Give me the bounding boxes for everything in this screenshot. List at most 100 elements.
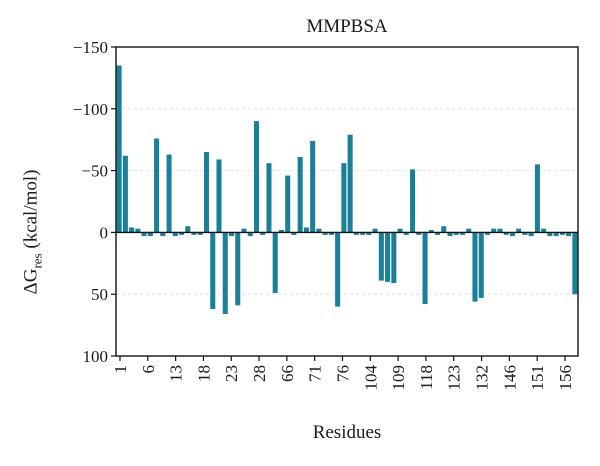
bar (522, 232, 528, 235)
x-tick-label: 156 (556, 365, 575, 391)
x-tick-label: 146 (500, 365, 519, 391)
bar (172, 232, 178, 237)
bar (547, 232, 553, 237)
y-tick-label: −150 (73, 38, 108, 57)
bar (466, 228, 472, 233)
bar (278, 229, 284, 233)
x-tick-label: 123 (445, 365, 464, 391)
bar (179, 232, 185, 235)
bar (147, 232, 153, 237)
bar (335, 232, 341, 307)
y-axis-label-sub: res (29, 253, 45, 269)
bars-layer (116, 65, 578, 314)
bar (428, 229, 434, 233)
x-tick-label: 23 (222, 365, 241, 382)
bar (297, 157, 303, 233)
bar (285, 175, 291, 233)
bar (353, 232, 359, 235)
bar (210, 232, 216, 310)
x-tick-label: 76 (333, 365, 352, 382)
x-tick-label: 151 (528, 365, 547, 391)
bar (291, 232, 297, 235)
bar (572, 232, 578, 295)
bar (185, 226, 191, 233)
bar (347, 134, 353, 233)
y-tick-label: 50 (91, 285, 108, 304)
bar (497, 228, 503, 233)
bar (360, 232, 366, 235)
x-tick-label: 118 (417, 365, 436, 390)
bar (516, 228, 522, 233)
bar (503, 232, 509, 235)
bar (322, 232, 328, 235)
x-tick-label: 28 (250, 365, 269, 382)
bar (216, 159, 222, 233)
grid-layer (116, 46, 578, 357)
bar (253, 121, 259, 233)
bar (222, 232, 228, 314)
bar (391, 232, 397, 284)
bar (484, 232, 490, 235)
bar (204, 152, 210, 233)
x-tick-label: 71 (306, 365, 325, 382)
y-axis-label: ΔGres (kcal/mol) (21, 169, 46, 294)
bar (247, 232, 253, 237)
bar (553, 232, 559, 237)
x-tick-label: 132 (473, 365, 492, 391)
bar (403, 232, 409, 235)
bar (559, 232, 565, 235)
bar (435, 232, 441, 235)
bar (303, 227, 309, 233)
bar (410, 169, 416, 233)
bar (534, 164, 540, 233)
x-tick-label: 66 (278, 365, 297, 382)
plot-frame (115, 46, 579, 357)
bar (316, 228, 322, 233)
bar (422, 232, 428, 305)
bar (509, 232, 515, 237)
bar (459, 232, 466, 235)
bar (228, 232, 235, 237)
bar (453, 232, 459, 235)
bar (235, 232, 241, 306)
bar (566, 232, 572, 237)
bar (116, 65, 122, 233)
bar (160, 232, 166, 237)
y-tick-label: −100 (73, 100, 108, 119)
bar (266, 163, 272, 233)
x-axis-label: Residues (312, 422, 382, 443)
bar (272, 232, 278, 293)
bar (191, 232, 197, 235)
bar (447, 232, 453, 237)
x-tick-label: 13 (167, 365, 186, 382)
bar (491, 228, 497, 233)
bar (541, 228, 547, 233)
x-tick-label: 18 (194, 365, 213, 382)
bar (135, 228, 141, 233)
bar (310, 140, 316, 233)
y-tick-label: 0 (100, 223, 109, 242)
x-tick-label: 109 (389, 365, 408, 391)
x-tick-label: 104 (361, 365, 380, 391)
x-tick-label: 1 (111, 365, 130, 374)
x-tick-label: 6 (139, 365, 158, 374)
bar (472, 232, 478, 302)
chart-title: MMPBSA (306, 16, 388, 37)
bar (122, 155, 128, 233)
bar (328, 232, 334, 235)
bar (129, 227, 135, 233)
bar (166, 154, 172, 233)
bar (397, 228, 403, 233)
bar (441, 226, 447, 233)
bar (154, 138, 160, 233)
bar (416, 232, 422, 235)
bar (241, 228, 247, 233)
bar (478, 232, 484, 298)
bar (385, 232, 391, 282)
bar (528, 232, 534, 237)
bar (378, 232, 384, 281)
bar (141, 232, 147, 237)
